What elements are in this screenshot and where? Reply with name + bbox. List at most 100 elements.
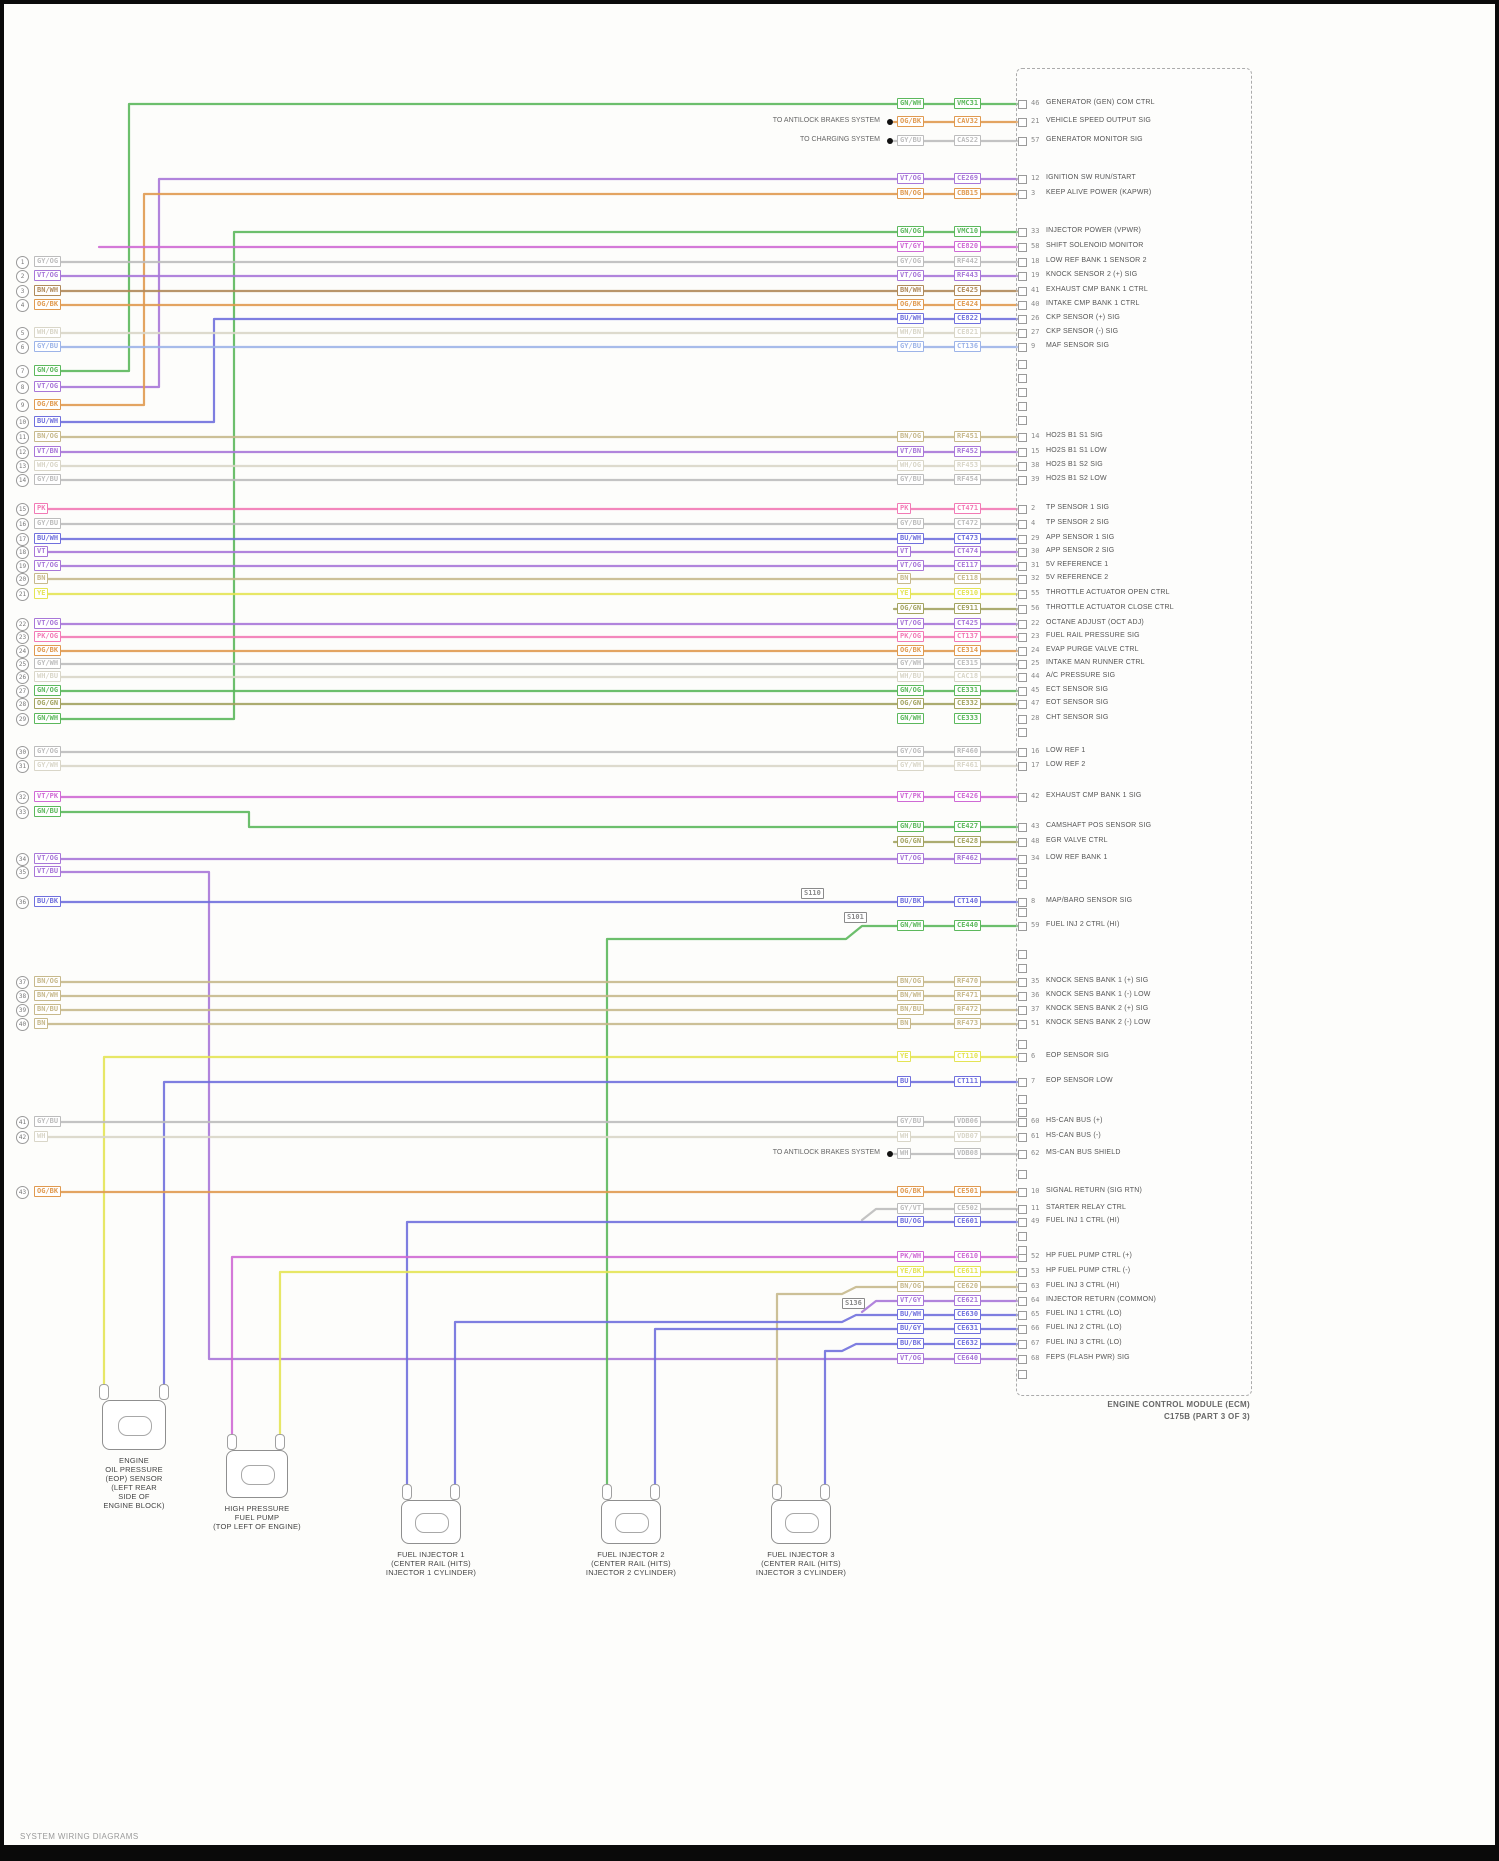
component-body: [102, 1400, 166, 1450]
wire-color-label: BN/BU: [34, 1004, 62, 1015]
wire-color-label: GY/BU: [897, 1116, 925, 1127]
wire-vt: [40, 870, 1021, 1361]
wire-bu: [162, 1080, 1021, 1386]
wire-color-label: GN/BU: [34, 806, 62, 817]
connector-pin: [1018, 1283, 1027, 1292]
pin-number: 48: [1031, 837, 1040, 845]
connector-pin: [1018, 793, 1027, 802]
connector-pin: [1018, 1355, 1027, 1364]
connector-pin: [1018, 287, 1027, 296]
wire-color-label: GY/BU: [897, 341, 925, 352]
wire-mg: [230, 1255, 1021, 1436]
wire-color-label: BN/OG: [897, 976, 925, 987]
page-footer: SYSTEM WIRING DIAGRAMS: [20, 1832, 139, 1841]
pin-number: 53: [1031, 1267, 1040, 1275]
left-pin-number: 38: [16, 990, 29, 1003]
junction-dot: [887, 119, 893, 125]
signal-label: HS-CAN BUS (+): [1046, 1117, 1103, 1124]
connector-pin: [1018, 898, 1027, 907]
pin-number: 25: [1031, 659, 1040, 667]
junction-label: TO ANTILOCK BRAKES SYSTEM: [772, 117, 880, 124]
connector-pin: [1018, 605, 1027, 614]
circuit-label: CE269: [954, 173, 982, 184]
signal-label: HO2S B1 S1 LOW: [1046, 447, 1107, 454]
connector-pin: [1018, 992, 1027, 1001]
circuit-label: CE621: [954, 1295, 982, 1306]
signal-label: FUEL INJ 2 CTRL (HI): [1046, 921, 1120, 928]
wire-color-label: VT/BN: [34, 446, 62, 457]
connector-pin: [1018, 700, 1027, 709]
connector-pin-empty: [1018, 964, 1027, 973]
pin-number: 31: [1031, 561, 1040, 569]
signal-label: FUEL INJ 2 CTRL (LO): [1046, 1324, 1122, 1331]
wire-color-label: WH/BU: [34, 671, 62, 682]
wire-color-label: VT/OG: [34, 560, 62, 571]
left-pin-number: 28: [16, 698, 29, 711]
wire-color-label: PK: [897, 503, 912, 514]
signal-label: EOP SENSOR LOW: [1046, 1077, 1113, 1084]
wire-color-label: BU/OG: [897, 1216, 925, 1227]
circuit-label: CE820: [954, 241, 982, 252]
circuit-label: CE610: [954, 1251, 982, 1262]
wire-color-label: WH/BN: [897, 327, 925, 338]
wire-color-label: VT/OG: [34, 853, 62, 864]
signal-label: EXHAUST CMP BANK 1 SIG: [1046, 792, 1142, 799]
wire-color-label: GY/OG: [34, 746, 62, 757]
signal-label: FUEL INJ 1 CTRL (LO): [1046, 1310, 1122, 1317]
component-face: [118, 1416, 152, 1436]
signal-label: KNOCK SENS BANK 1 (-) LOW: [1046, 991, 1151, 998]
circuit-label: RF460: [954, 746, 982, 757]
circuit-label: VDB06: [954, 1116, 982, 1127]
connector-pin: [1018, 838, 1027, 847]
signal-label: FUEL RAIL PRESSURE SIG: [1046, 632, 1140, 639]
left-pin-number: 30: [16, 746, 29, 759]
wire-color-label: GY/WH: [897, 658, 925, 669]
wire-color-label: GY/BU: [897, 135, 925, 146]
wire-color-label: GY/OG: [897, 746, 925, 757]
wire-color-label: GY/BU: [34, 341, 62, 352]
connector-pin: [1018, 575, 1027, 584]
wire-color-label: GY/WH: [34, 658, 62, 669]
connector-pin-empty: [1018, 880, 1027, 889]
circuit-label: CE620: [954, 1281, 982, 1292]
connector-pin: [1018, 462, 1027, 471]
signal-label: EOP SENSOR SIG: [1046, 1052, 1109, 1059]
pin-number: 10: [1031, 1187, 1040, 1195]
circuit-label: VMC31: [954, 98, 982, 109]
pin-number: 56: [1031, 604, 1040, 612]
pin-number: 49: [1031, 1217, 1040, 1225]
left-pin-number: 33: [16, 806, 29, 819]
circuit-label: CE630: [954, 1309, 982, 1320]
pin-number: 8: [1031, 897, 1036, 905]
signal-label: HS-CAN BUS (-): [1046, 1132, 1101, 1139]
connector-pin: [1018, 315, 1027, 324]
connector-pin-empty: [1018, 728, 1027, 737]
wire-color-label: BU/BK: [897, 1338, 925, 1349]
pin-number: 9: [1031, 342, 1036, 350]
circuit-label: RF472: [954, 1004, 982, 1015]
wire-color-label: VT/OG: [897, 560, 925, 571]
connector-pin-empty: [1018, 908, 1027, 917]
signal-label: EOT SENSOR SIG: [1046, 699, 1109, 706]
circuit-label: CE440: [954, 920, 982, 931]
wire-color-label: BN/OG: [34, 431, 62, 442]
wire-color-label: GY/BU: [34, 518, 62, 529]
pin-number: 33: [1031, 227, 1040, 235]
connector-pin: [1018, 1150, 1027, 1159]
circuit-label: CT472: [954, 518, 982, 529]
component-label: FUEL INJECTOR 2 (CENTER RAIL (HITS) INJE…: [585, 1550, 677, 1577]
wire-color-label: BN/WH: [34, 285, 62, 296]
connector-pin-empty: [1018, 1040, 1027, 1049]
connector-pin: [1018, 1118, 1027, 1127]
circuit-label: CAC18: [954, 671, 982, 682]
wire-color-label: BN/WH: [34, 990, 62, 1001]
wire-color-label: YE: [34, 588, 49, 599]
pin-number: 40: [1031, 300, 1040, 308]
wire-color-label: VT/BU: [34, 866, 62, 877]
connector-pin-empty: [1018, 416, 1027, 425]
left-pin-number: 23: [16, 631, 29, 644]
pin-number: 14: [1031, 432, 1040, 440]
connector-pin: [1018, 1078, 1027, 1087]
circuit-label: CE333: [954, 713, 982, 724]
